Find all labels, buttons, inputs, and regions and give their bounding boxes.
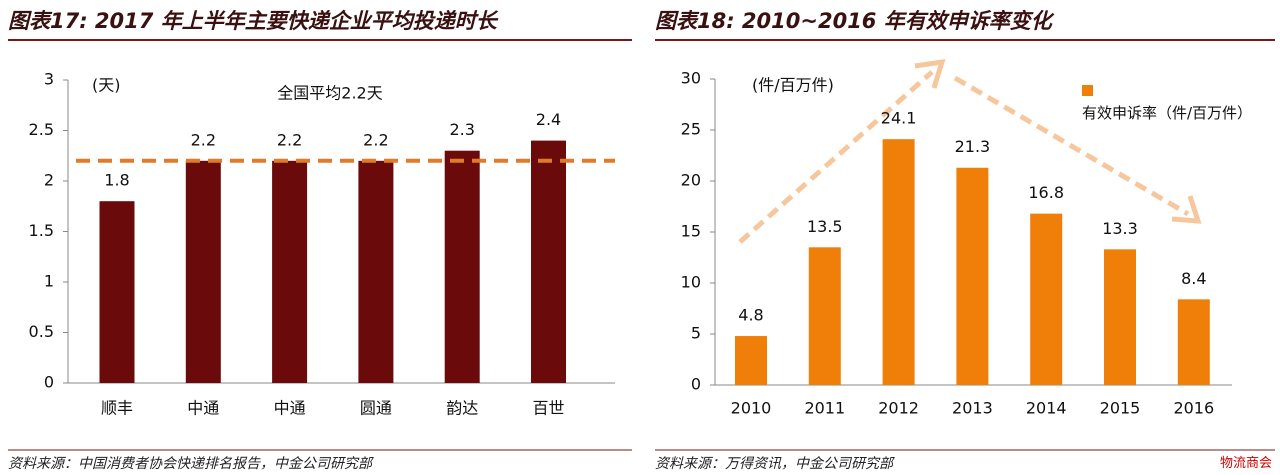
- source-note: 资料来源：中国消费者协会快递排名报告，中金公司研究部: [8, 456, 374, 472]
- value-label: 4.8: [738, 306, 763, 325]
- value-label: 24.1: [881, 109, 917, 128]
- y-tick-label: 3: [44, 70, 54, 89]
- y-tick-label: 20: [681, 171, 701, 190]
- bar: [99, 201, 135, 383]
- y-tick-label: 2: [44, 171, 54, 190]
- bar: [956, 167, 989, 385]
- bar: [882, 139, 915, 385]
- source-note: 资料来源：万得资讯，中金公司研究部: [655, 456, 895, 472]
- legend-label: 有效申诉率（件/百万件）: [1082, 104, 1253, 122]
- value-label: 13.5: [807, 217, 843, 236]
- y-tick-label: 5: [691, 324, 701, 343]
- bar: [185, 160, 221, 383]
- y-tick-label: 1: [44, 272, 54, 291]
- x-tick-label: 2013: [952, 399, 993, 418]
- y-tick-label: 25: [681, 120, 701, 139]
- x-tick-label: 2016: [1173, 399, 1214, 418]
- annotation: 全国平均2.2天: [277, 84, 382, 103]
- value-label: 2.3: [449, 120, 474, 139]
- chart-title: 图表17: 2017 年上半年主要快递企业平均投递时长: [8, 9, 499, 33]
- x-tick-label: 韵达: [446, 399, 478, 418]
- value-label: 2.2: [363, 130, 388, 149]
- x-tick-label: 2010: [731, 399, 772, 418]
- y-tick-label: 10: [681, 273, 701, 292]
- x-tick-label: 百世: [532, 399, 564, 418]
- watermark: 物流商会: [1219, 456, 1272, 471]
- y-tick-label: 0: [691, 375, 701, 394]
- value-label: 13.3: [1102, 219, 1138, 238]
- y-tick-label: 30: [681, 69, 701, 88]
- y-tick-label: 0: [44, 373, 54, 392]
- bar: [1177, 299, 1210, 385]
- y-tick-label: 1.5: [29, 221, 54, 240]
- arrow-down: [953, 75, 1190, 217]
- y-tick-label: 15: [681, 222, 701, 241]
- x-tick-label: 中通: [187, 399, 219, 418]
- value-label: 2.2: [277, 130, 302, 149]
- legend-swatch: [1082, 85, 1093, 96]
- x-tick-label: 2014: [1026, 399, 1067, 418]
- y-tick-label: 0.5: [29, 322, 54, 341]
- bar: [272, 160, 308, 383]
- trend-arrows: [738, 58, 1202, 244]
- arrow-up: [738, 70, 934, 244]
- bar: [1104, 249, 1136, 385]
- bar: [808, 247, 841, 385]
- x-tick-label: 2015: [1100, 399, 1141, 418]
- legend: 有效申诉率（件/百万件）: [1082, 80, 1262, 124]
- bar: [444, 150, 480, 383]
- value-label: 1.8: [104, 171, 129, 190]
- y-tick-label: 2.5: [29, 120, 54, 139]
- bar: [735, 336, 767, 385]
- value-label: 16.8: [1028, 183, 1064, 202]
- x-tick-label: 2011: [804, 399, 845, 418]
- value-label: 2.4: [536, 110, 561, 129]
- value-label: 21.3: [955, 137, 991, 156]
- arrow-head: [1171, 195, 1202, 224]
- x-tick-label: 顺丰: [101, 399, 133, 418]
- bar: [1030, 213, 1063, 385]
- unit-label: (件/百万件): [752, 76, 834, 95]
- bar: [358, 160, 394, 383]
- x-tick-label: 2012: [878, 399, 919, 418]
- value-label: 8.4: [1181, 269, 1206, 288]
- chart-title: 图表18: 2010~2016 年有效申诉率变化: [655, 9, 1055, 33]
- bar: [531, 140, 566, 383]
- arrow-head: [914, 58, 946, 89]
- value-label: 2.2: [191, 130, 216, 149]
- x-tick-label: 圆通: [360, 399, 392, 418]
- unit-label: (天): [92, 76, 121, 95]
- x-tick-label: 中通: [274, 399, 306, 418]
